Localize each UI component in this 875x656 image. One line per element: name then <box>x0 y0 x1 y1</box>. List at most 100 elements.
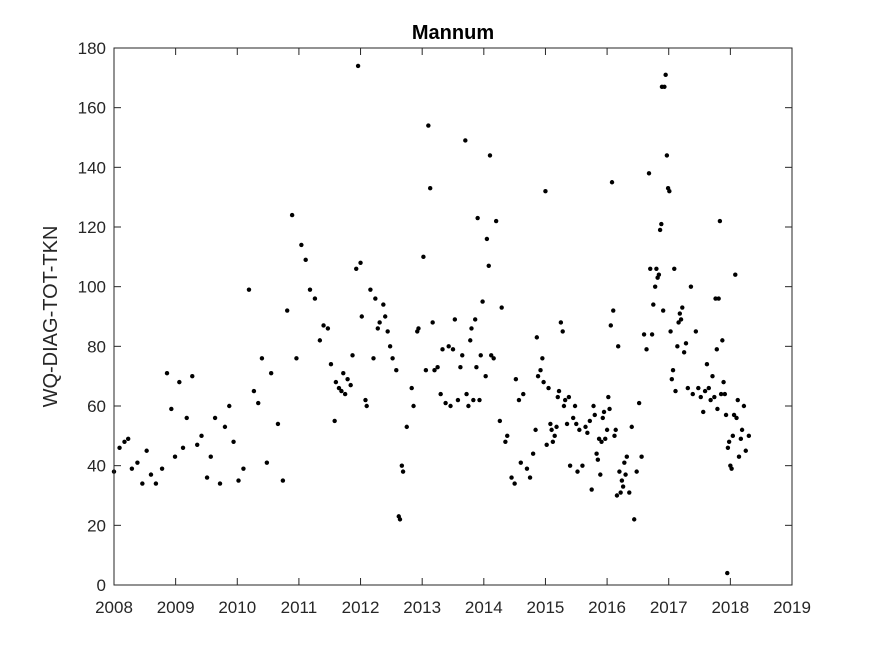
chart-title: Mannum <box>412 22 494 44</box>
data-point <box>570 415 576 421</box>
data-point <box>611 308 616 313</box>
data-point <box>364 403 369 409</box>
data-point <box>659 221 664 227</box>
data-point <box>122 439 127 444</box>
data-point <box>474 365 479 370</box>
data-point <box>463 138 468 143</box>
data-point <box>450 347 456 352</box>
data-point <box>475 215 480 221</box>
data-point <box>251 388 257 394</box>
data-point <box>718 391 724 397</box>
x-tick-label: 2009 <box>157 598 195 617</box>
data-point <box>421 254 426 260</box>
data-point <box>333 379 339 385</box>
data-point <box>564 421 570 427</box>
data-point <box>544 442 549 447</box>
data-point <box>321 323 326 328</box>
data-point <box>541 379 546 385</box>
data-point <box>712 394 717 400</box>
data-point <box>140 481 145 486</box>
data-point <box>246 287 252 292</box>
data-point <box>627 490 632 495</box>
data-point <box>735 397 740 403</box>
y-axis: 0 20 40 60 80 100 120 140 160 180 <box>78 39 792 595</box>
data-point <box>339 388 344 394</box>
data-point <box>550 439 556 444</box>
data-point <box>471 397 476 403</box>
data-point <box>733 272 738 277</box>
data-point <box>649 332 655 337</box>
data-point <box>624 454 630 459</box>
data-point <box>725 570 730 576</box>
data-point <box>595 457 601 462</box>
data-point <box>720 338 725 343</box>
data-point <box>530 451 536 456</box>
data-point <box>448 403 453 409</box>
data-point <box>667 189 672 194</box>
data-point <box>634 469 639 474</box>
data-point <box>685 385 691 391</box>
data-point <box>614 493 620 498</box>
data-point <box>446 344 451 349</box>
data-point <box>746 433 752 439</box>
data-point <box>725 445 731 450</box>
data-point <box>600 415 605 421</box>
data-point <box>212 415 218 421</box>
data-point <box>204 475 210 480</box>
data-point <box>706 385 711 391</box>
data-point <box>615 344 621 349</box>
data-point <box>535 373 541 379</box>
data-point <box>342 391 348 397</box>
data-point <box>608 323 613 328</box>
data-point <box>317 338 323 343</box>
data-point <box>577 427 582 433</box>
data-point <box>355 63 361 69</box>
data-point <box>348 382 353 388</box>
data-point <box>443 400 448 406</box>
data-point <box>328 362 334 367</box>
data-point <box>148 472 154 477</box>
y-tick-label: 60 <box>87 397 106 416</box>
data-point <box>231 439 236 444</box>
data-point <box>345 376 350 382</box>
data-point <box>585 430 590 436</box>
data-point <box>644 347 649 352</box>
data-point <box>546 385 551 391</box>
x-axis: 2008 2009 2010 2011 2012 2013 2014 2015 2016 2017… <box>95 48 811 617</box>
data-point <box>404 424 409 430</box>
data-point <box>521 391 526 397</box>
data-point <box>493 218 499 224</box>
data-point <box>549 427 554 433</box>
data-point <box>669 376 675 382</box>
x-tick-label: 2018 <box>711 598 749 617</box>
data-point <box>468 338 473 343</box>
data-point <box>487 153 493 158</box>
data-point <box>483 373 488 379</box>
data-point <box>499 305 504 310</box>
x-tick-label: 2017 <box>650 598 688 617</box>
data-point <box>726 439 732 444</box>
data-point <box>383 314 388 319</box>
data-point <box>731 412 737 418</box>
y-axis-title: WQ-DIAG-TOT-TKN <box>40 226 62 408</box>
x-tick-label: 2016 <box>588 598 626 617</box>
data-point <box>294 356 299 361</box>
data-point <box>680 305 685 310</box>
data-point <box>381 302 386 307</box>
data-point <box>589 487 594 492</box>
data-point <box>592 412 597 418</box>
data-point <box>606 394 611 400</box>
data-point <box>677 311 683 316</box>
data-point <box>622 460 627 465</box>
data-point <box>440 347 445 352</box>
data-point <box>264 460 270 465</box>
data-point <box>377 320 382 325</box>
data-point <box>129 466 135 471</box>
data-point <box>299 242 304 248</box>
data-point <box>681 350 687 355</box>
data-point <box>696 385 701 391</box>
data-point <box>651 302 656 307</box>
data-point <box>738 436 744 442</box>
data-point <box>722 391 728 397</box>
